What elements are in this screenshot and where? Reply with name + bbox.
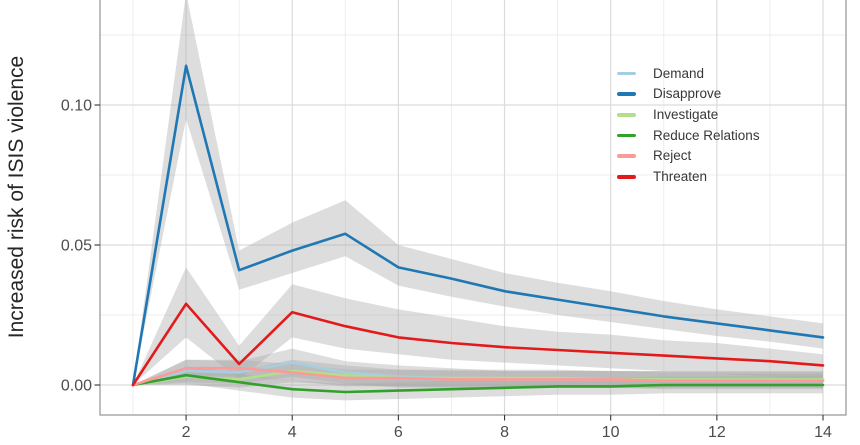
- legend-label: Reduce Relations: [653, 127, 760, 143]
- series-line-reject: [131, 366, 825, 387]
- axis-ticks: [94, 104, 824, 421]
- series-lines: [131, 64, 825, 394]
- legend-label: Reject: [653, 148, 692, 164]
- legend-item-reject: Reject: [617, 146, 760, 167]
- legend-label: Demand: [653, 65, 705, 81]
- legend-line-swatch: [617, 133, 636, 138]
- x-tick-label: 8: [500, 424, 509, 441]
- confidence-band-reject: [133, 359, 823, 390]
- y-tick-label: 0.00: [61, 378, 92, 395]
- legend-item-threaten: Threaten: [617, 166, 760, 187]
- legend-line-swatch: [617, 92, 636, 96]
- y-axis-title: Increased risk of ISIS violence: [5, 56, 28, 338]
- gridlines: [100, 0, 846, 415]
- x-tick-label: 10: [602, 424, 620, 441]
- panel-border: [99, 0, 847, 416]
- legend-item-investigate: Investigate: [617, 104, 760, 125]
- axis-tick-labels: 2 4 6 8 10 12 14 0.00 0.05 0.10: [61, 98, 832, 442]
- series-line-reduce-relations: [131, 373, 825, 394]
- x-tick-label: 14: [814, 424, 832, 441]
- x-tick-label: 4: [288, 424, 297, 441]
- legend-line-swatch: [617, 174, 636, 179]
- x-tick-label: 12: [708, 424, 726, 441]
- legend-item-disapprove: Disapprove: [617, 84, 760, 105]
- confidence-bands: [133, 0, 823, 401]
- legend-label: Disapprove: [653, 86, 722, 102]
- legend-line-swatch: [617, 154, 636, 158]
- confidence-band-demand: [133, 348, 823, 388]
- legend-item-demand: Demand: [617, 63, 760, 84]
- legend-line-swatch: [617, 112, 636, 117]
- chart-legend: Demand Disapprove Investigate Reduce Rel…: [617, 63, 760, 187]
- legend-line-swatch: [617, 71, 636, 76]
- legend-label: Threaten: [653, 169, 708, 185]
- legend-item-reduce-relations: Reduce Relations: [617, 125, 760, 146]
- x-tick-label: 6: [394, 424, 403, 441]
- series-line-disapprove: [131, 64, 825, 387]
- confidence-band-reduce-relations: [133, 366, 823, 401]
- y-tick-label: 0.10: [61, 98, 92, 115]
- series-line-threaten: [131, 302, 825, 387]
- x-tick-label: 2: [182, 424, 191, 441]
- y-tick-label: 0.05: [61, 238, 92, 255]
- series-line-investigate: [131, 369, 825, 387]
- legend-label: Investigate: [653, 106, 719, 122]
